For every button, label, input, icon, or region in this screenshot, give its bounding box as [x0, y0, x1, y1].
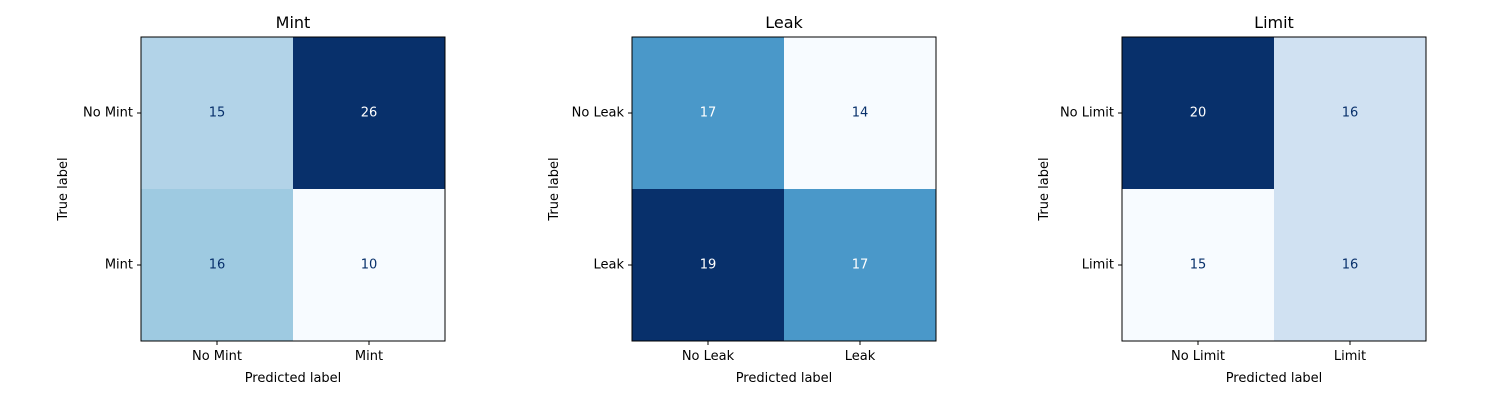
x-axis-label: Predicted label: [736, 371, 833, 386]
cell-value-label: 15: [1190, 258, 1207, 273]
heatmap-cell: [293, 189, 445, 341]
cell-value-label: 17: [852, 258, 869, 273]
cell-value-label: 16: [1342, 258, 1359, 273]
heatmap-cell: [293, 37, 445, 189]
cell-value-label: 15: [209, 106, 226, 121]
x-axis-label: Predicted label: [245, 371, 342, 386]
heatmap-cell: [632, 189, 784, 341]
cell-value-label: 10: [361, 258, 378, 273]
heatmap-cell: [784, 37, 936, 189]
x-axis-label: Predicted label: [1226, 371, 1323, 386]
plot-frame: [631, 36, 937, 342]
heatmap-cell: [141, 189, 293, 341]
heatmap-cell: [1274, 37, 1426, 189]
heatmap-cell: [632, 37, 784, 189]
y-tick-label: Leak: [593, 258, 624, 273]
x-tick-label: No Mint: [192, 349, 242, 364]
heatmap-cell: [1122, 37, 1274, 189]
cell-value-label: 20: [1190, 106, 1207, 121]
cell-value-label: 16: [209, 258, 226, 273]
plot-frame: [1121, 36, 1427, 342]
heatmap-cell: [1274, 189, 1426, 341]
heatmap-cell: [784, 189, 936, 341]
y-axis-label: True label: [1037, 157, 1052, 221]
y-axis-label: True label: [56, 157, 71, 221]
heatmap-cell: [1122, 189, 1274, 341]
cell-value-label: 26: [361, 106, 378, 121]
x-tick-label: Mint: [355, 349, 383, 364]
cell-value-label: 19: [700, 258, 717, 273]
heatmap-cell: [141, 37, 293, 189]
chart-title: Limit: [1254, 13, 1294, 32]
y-tick-label: Limit: [1082, 258, 1114, 273]
cell-value-label: 16: [1342, 106, 1359, 121]
confusion-matrix-panel: 20 16 15 16 No Limit Limit No Limit Limit Limit P…: [1037, 13, 1427, 386]
y-tick-label: Mint: [105, 258, 133, 273]
x-tick-label: Leak: [845, 349, 876, 364]
x-tick-label: No Limit: [1171, 349, 1225, 364]
y-tick-label: No Limit: [1060, 106, 1114, 121]
y-tick-label: No Leak: [572, 106, 625, 121]
confusion-matrix-panel: 17 14 19 17 No Leak Leak No Leak Leak Leak Predic…: [547, 13, 937, 386]
y-tick-label: No Mint: [83, 106, 133, 121]
chart-title: Mint: [276, 13, 311, 32]
chart-title: Leak: [765, 13, 803, 32]
x-tick-label: No Leak: [682, 349, 735, 364]
cell-value-label: 14: [852, 106, 869, 121]
cell-value-label: 17: [700, 106, 717, 121]
x-tick-label: Limit: [1334, 349, 1366, 364]
confusion-matrix-panel: 15 26 16 10 No Mint Mint No Mint Mint Mint Predic…: [56, 13, 446, 386]
y-axis-label: True label: [547, 157, 562, 221]
plot-frame: [140, 36, 446, 342]
